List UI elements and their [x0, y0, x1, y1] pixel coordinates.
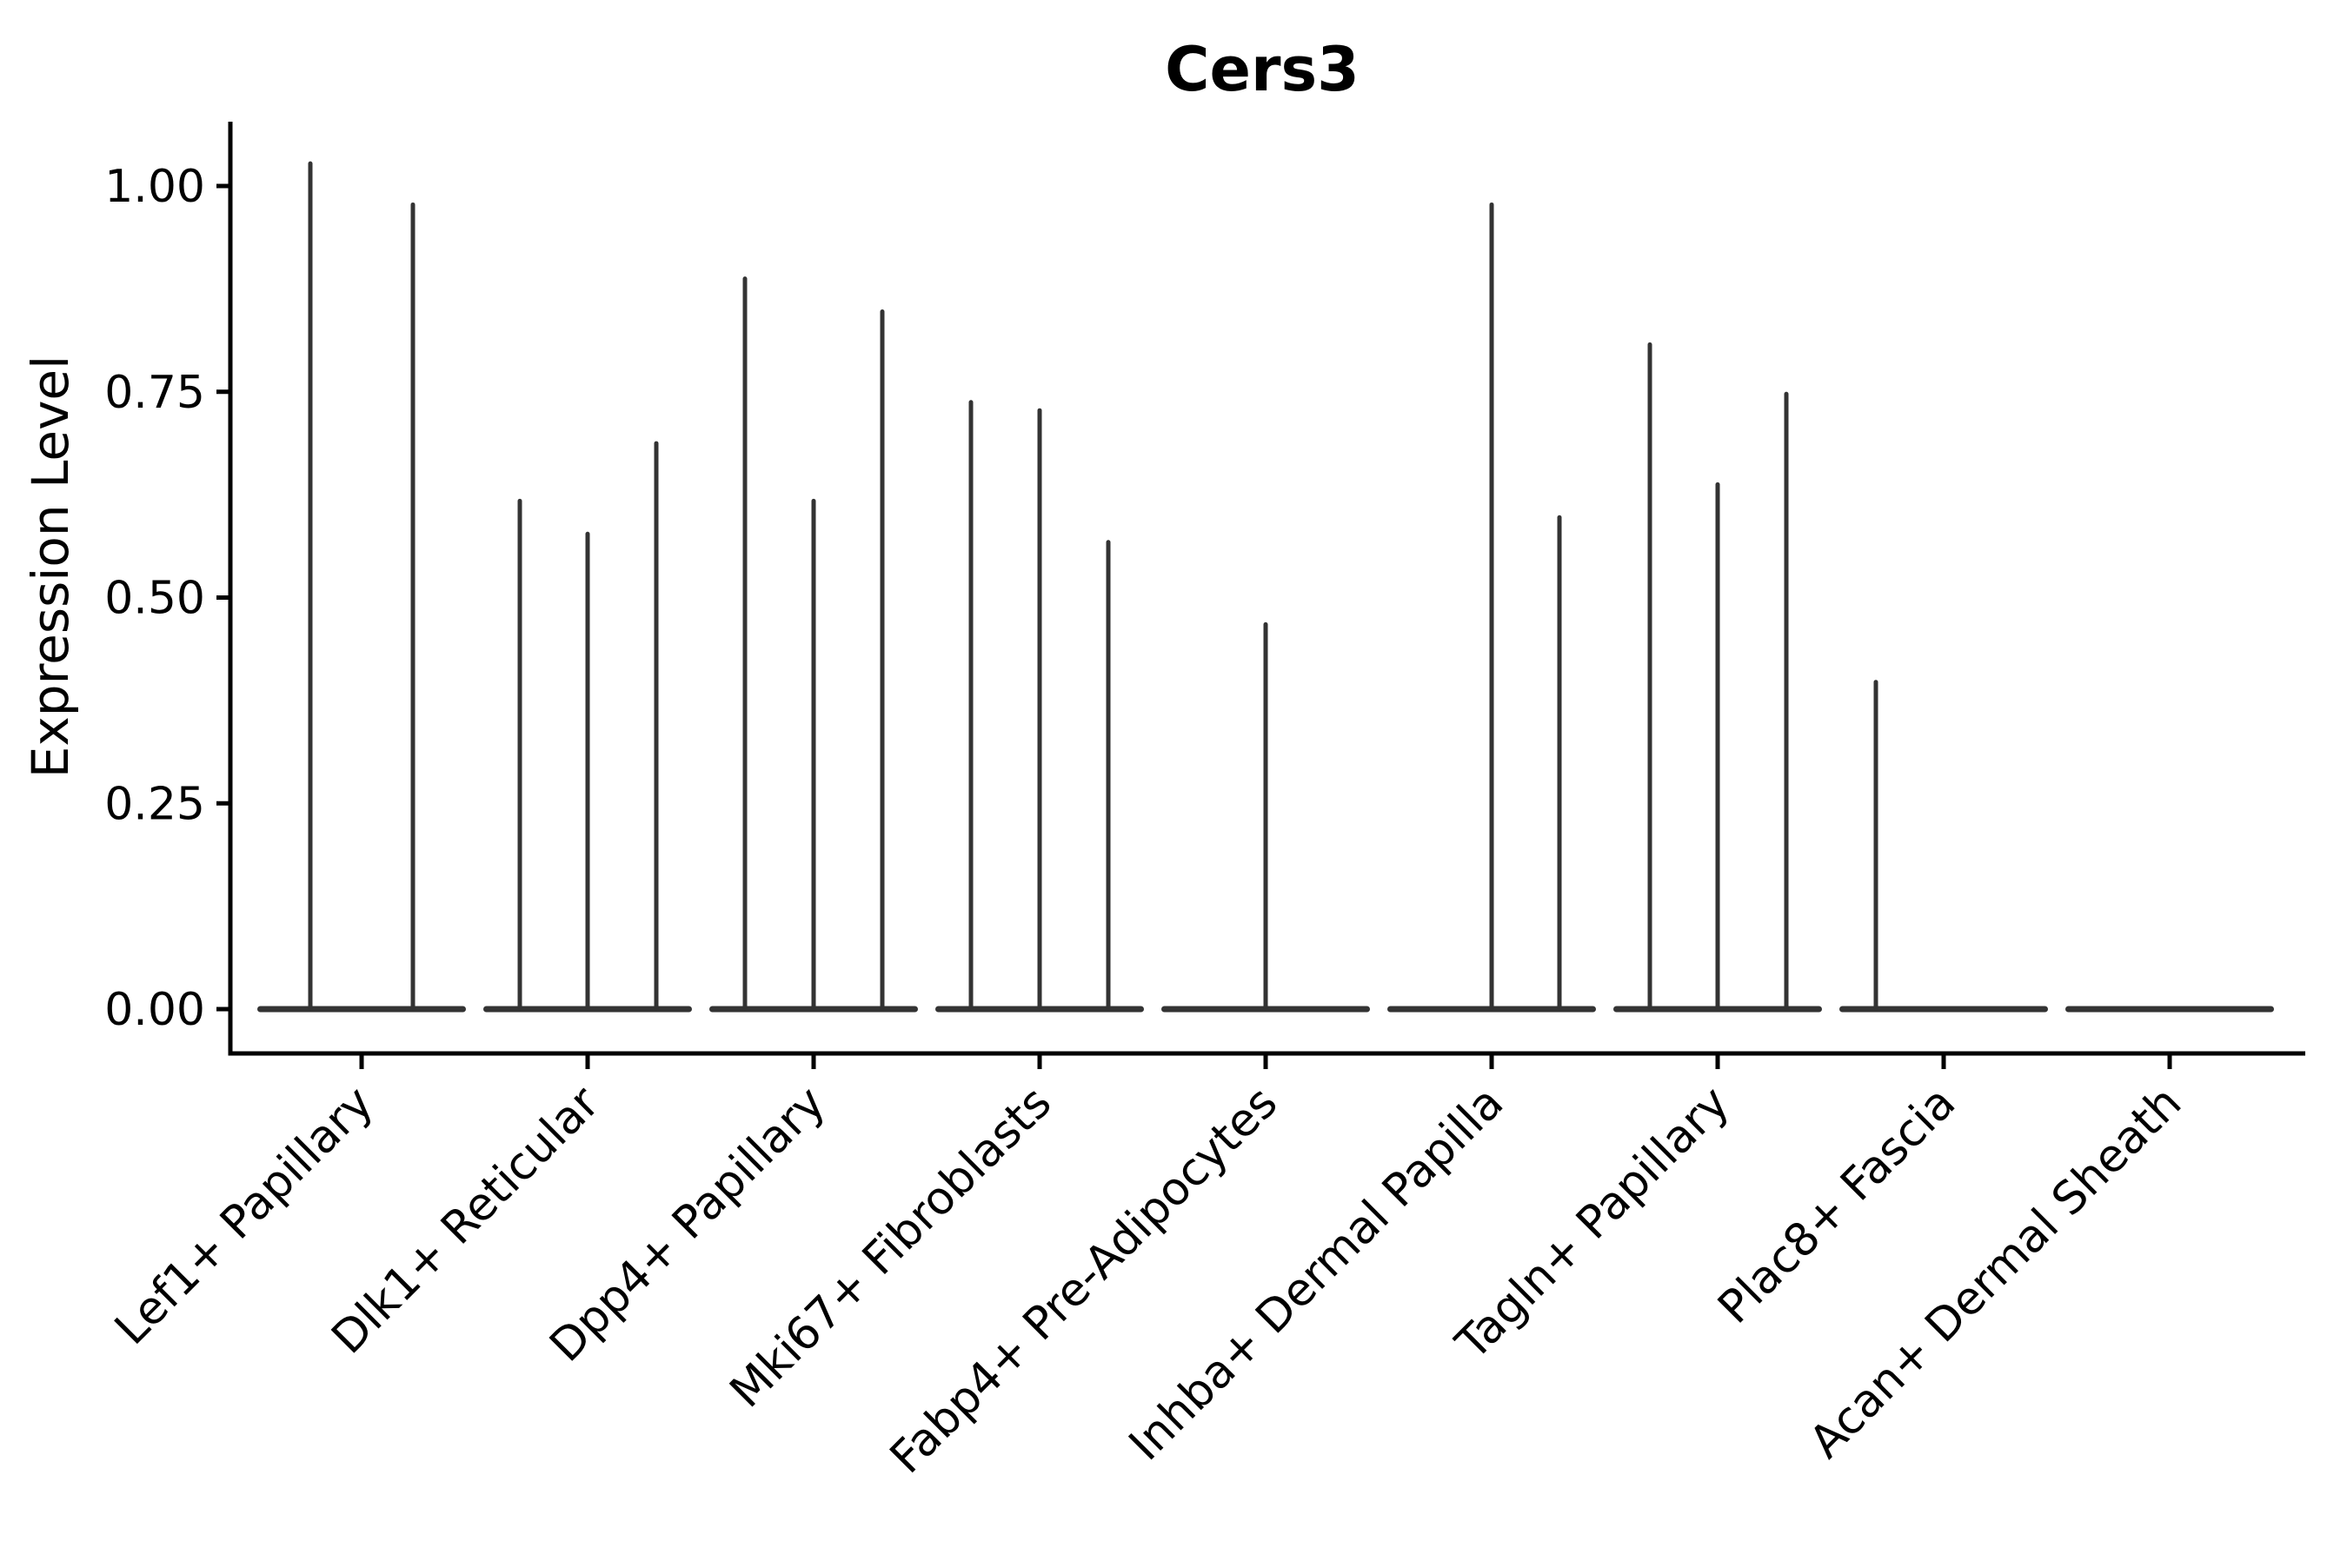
- x-tick-label: Acan+ Dermal Sheath: [1800, 1077, 2192, 1469]
- violin-baseline: [1839, 1006, 2048, 1013]
- x-tick-label: Inhba+ Dermal Papilla: [1120, 1077, 1513, 1471]
- violins-layer: [257, 161, 2274, 1013]
- y-axis-label: Expression Level: [21, 355, 80, 778]
- y-tick-label: 0.00: [104, 984, 205, 1036]
- x-tick-label: Fabp4+ Pre-Adipocytes: [881, 1077, 1287, 1484]
- y-tick-label: 0.50: [104, 573, 205, 625]
- y-tick-label: 1.00: [104, 161, 205, 213]
- plot-title: Cers3: [1165, 34, 1360, 105]
- violin-baseline: [257, 1006, 466, 1013]
- violin-baseline: [2065, 1006, 2274, 1013]
- y-tick-label: 0.25: [104, 778, 205, 830]
- x-tick-label: Plac8+ Fascia: [1708, 1077, 1965, 1334]
- y-tick-label: 0.75: [104, 367, 205, 419]
